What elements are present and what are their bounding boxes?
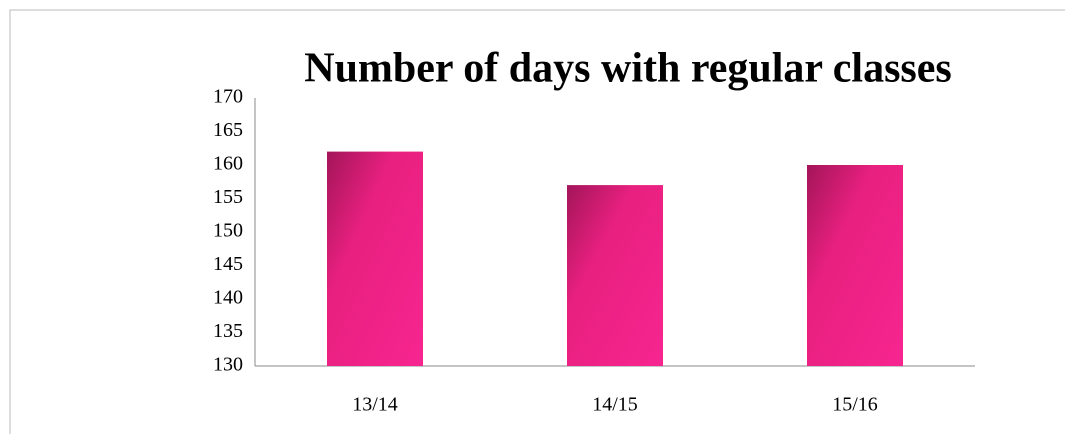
y-tick-label: 150 — [213, 220, 243, 242]
x-tick-label: 15/16 — [832, 394, 878, 416]
y-tick-label: 160 — [213, 153, 243, 175]
y-tick-label: 140 — [213, 287, 243, 309]
bar — [567, 185, 663, 366]
y-tick-label: 155 — [213, 186, 243, 208]
y-tick-label: 145 — [213, 253, 243, 275]
bar — [807, 165, 903, 366]
frame — [9, 9, 1065, 434]
y-tick-label: 130 — [213, 354, 243, 376]
x-tick-label: 14/15 — [592, 394, 638, 416]
x-tick-label: 13/14 — [352, 394, 398, 416]
chart-title: Number of days with regular classes — [304, 46, 952, 92]
y-tick-label: 165 — [213, 119, 243, 141]
y-tick-label: 170 — [213, 86, 243, 108]
bar — [327, 151, 423, 366]
y-tick-label: 135 — [213, 320, 243, 342]
